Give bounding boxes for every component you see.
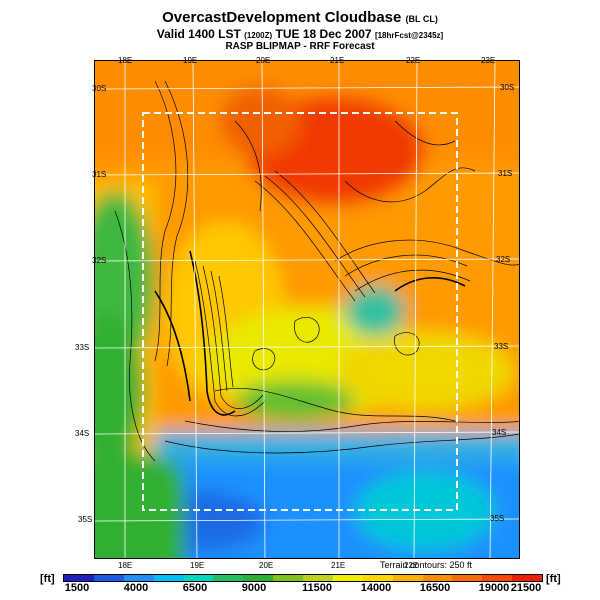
right-lat-label: 32S [496,255,511,264]
left-lat-label: 33S [75,343,90,352]
left-lat-label: 34S [75,429,90,438]
colorbar-segment [422,575,453,581]
colorbar-label: 11500 [302,582,332,594]
valid-prefix: Valid 1400 LST [156,27,241,41]
inner-domain-boundary [142,112,458,511]
forecast-map [94,60,520,559]
colorbar-unit-right: [ft] [546,573,561,585]
map-title-suffix: (BL CL) [405,14,438,24]
forecast-map-canvas [95,61,519,558]
valid-utc: (1200Z) [244,31,273,40]
colorbar-label: 4000 [123,582,149,594]
colorbar-segment [123,575,154,581]
colorbar-segment [512,575,542,581]
bottom-lon-label: 19E [190,561,205,570]
colorbar-segment [93,575,124,581]
colorbar-segment [303,575,333,581]
map-title-text: OvercastDevelopment Cloudbase [162,9,402,26]
colorbar [63,574,543,582]
left-lat-label: 31S [92,170,107,179]
right-lat-label: 31S [498,169,513,178]
colorbar-label: 1500 [64,582,90,594]
colorbar-segment [243,575,274,581]
colorbar-segment [183,575,214,581]
colorbar-label: 19000 [478,582,510,594]
forecast-tag: [18hrFcst@2345z] [374,31,444,40]
terrain-contour-note: Terrain contours: 250 ft [380,560,473,570]
colorbar-segment [392,575,423,581]
colorbar-segment [213,575,244,581]
left-lat-label: 35S [78,515,93,524]
bottom-lon-label: 21E [331,561,346,570]
terrain-contours [114,80,519,462]
right-lat-label: 35S [490,514,505,523]
colorbar-segment [452,575,483,581]
valid-date: TUE 18 Dec 2007 [275,27,372,41]
bottom-lon-label: 20E [259,561,274,570]
major-terrain-contours [154,250,466,416]
map-title: OvercastDevelopment Cloudbase (BL CL) [0,9,600,26]
map-subtitle: RASP BLIPMAP - RRF Forecast [225,41,375,52]
top-lon-label: 18E [118,56,133,65]
graticule [95,61,519,558]
left-lat-label: 32S [92,256,107,265]
colorbar-label: 16500 [419,582,451,594]
top-lon-label: 21E [330,56,345,65]
right-lat-label: 33S [494,342,509,351]
top-lon-label: 22E [406,56,421,65]
top-lon-label: 23E [481,56,496,65]
colorbar-segment [64,575,94,581]
colorbar-label: 14000 [360,582,392,594]
colorbar-segment [153,575,184,581]
right-lat-label: 34S [492,428,507,437]
bottom-lon-label: 18E [118,561,133,570]
right-lat-label: 30S [500,83,515,92]
top-lon-label: 20E [256,56,271,65]
colorbar-label: 9000 [241,582,267,594]
colorbar-segment [482,575,513,581]
colorbar-segment [362,575,393,581]
bottom-lon-label: 22E [404,561,419,570]
colorbar-segment [273,575,303,581]
valid-time-line: Valid 1400 LST (1200Z) TUE 18 Dec 2007 [… [0,27,600,41]
top-lon-label: 19E [183,56,198,65]
colorbar-segment [332,575,363,581]
left-lat-label: 30S [92,84,107,93]
colorbar-unit-left: [ft] [40,573,55,585]
colorbar-label: 21500 [510,582,542,594]
colorbar-label: 6500 [182,582,208,594]
